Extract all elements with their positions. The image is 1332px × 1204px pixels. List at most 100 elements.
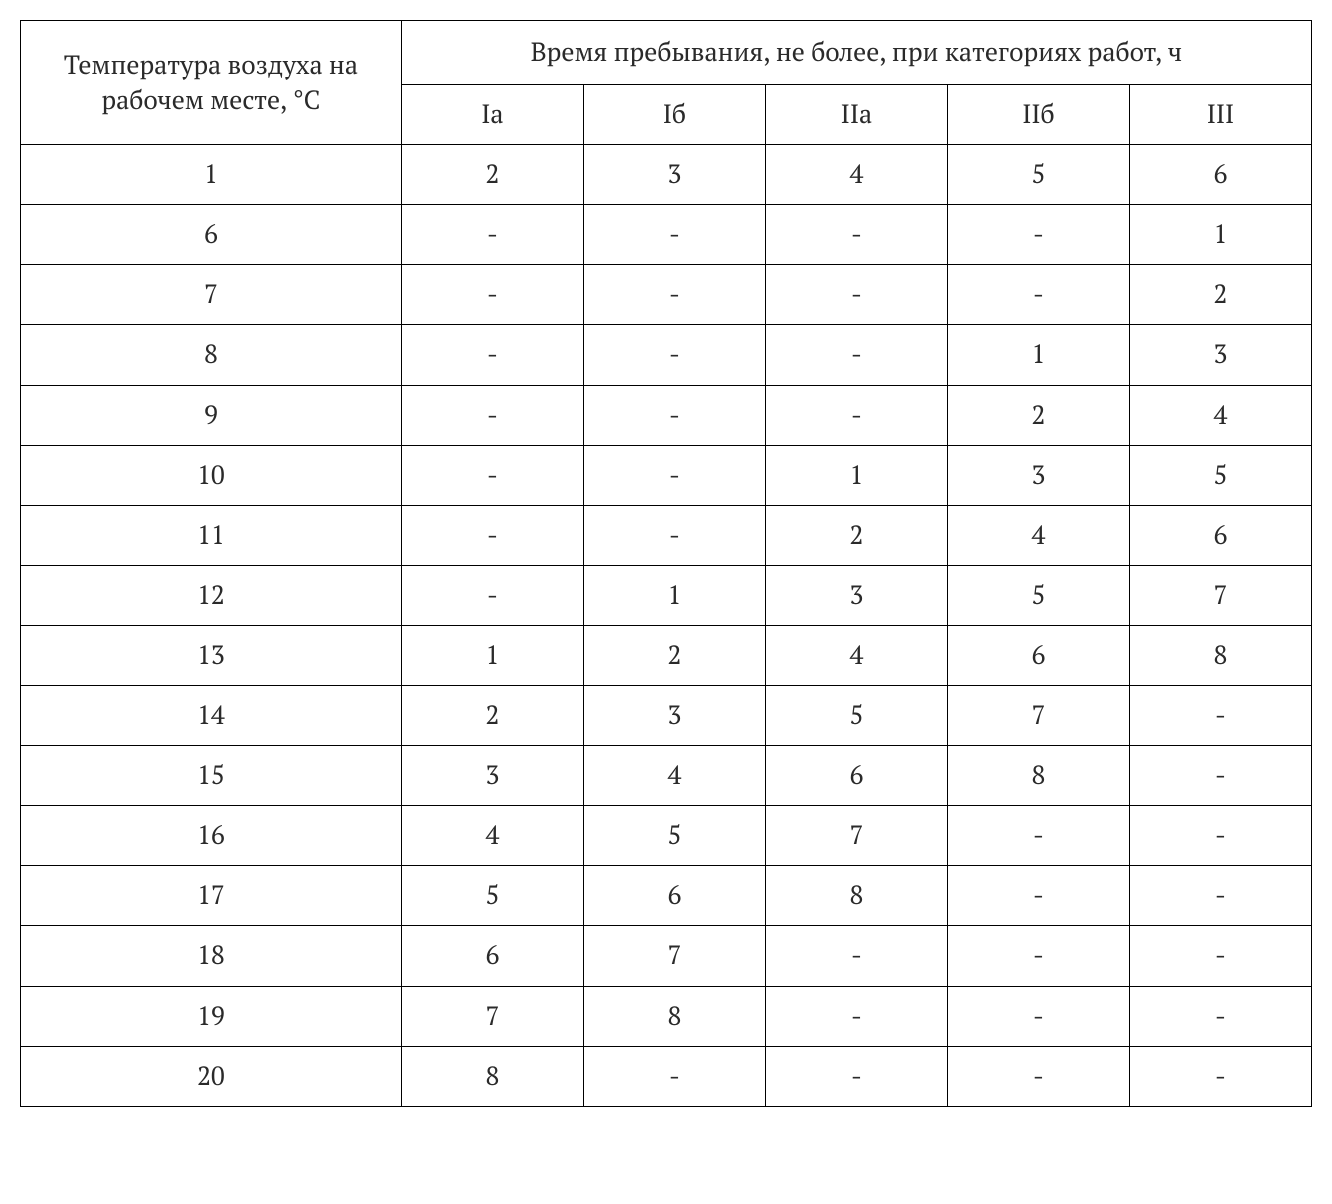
cell-value: 6 — [1129, 505, 1311, 565]
group-header-time: Время пребывания, не более, при категори… — [401, 21, 1311, 85]
cell-value: 5 — [947, 145, 1129, 205]
cell-temperature: 13 — [21, 625, 402, 685]
cell-value: - — [947, 205, 1129, 265]
table-row: 153468- — [21, 746, 1312, 806]
cell-value: 8 — [765, 866, 947, 926]
table-row: 1867--- — [21, 926, 1312, 986]
cell-value: - — [947, 1046, 1129, 1106]
cell-value: 6 — [947, 625, 1129, 685]
cell-value: 2 — [401, 686, 583, 746]
cell-value: - — [765, 1046, 947, 1106]
cell-value: - — [1129, 866, 1311, 926]
table-row: 208---- — [21, 1046, 1312, 1106]
cell-value: - — [401, 325, 583, 385]
cell-value: 3 — [947, 445, 1129, 505]
table-row: 9---24 — [21, 385, 1312, 445]
table-row: 6----1 — [21, 205, 1312, 265]
cell-temperature: 20 — [21, 1046, 402, 1106]
cell-value: 1 — [401, 625, 583, 685]
cell-temperature: 7 — [21, 265, 402, 325]
cell-value: 4 — [765, 625, 947, 685]
cell-value: - — [583, 205, 765, 265]
cell-value: 1 — [765, 445, 947, 505]
cell-value: 5 — [947, 565, 1129, 625]
cell-value: 6 — [401, 926, 583, 986]
cell-temperature: 1 — [21, 145, 402, 205]
cell-value: - — [765, 325, 947, 385]
cell-value: - — [765, 385, 947, 445]
table-header: Температура воздуха на рабочем месте, °C… — [21, 21, 1312, 145]
table-row: 1312468 — [21, 625, 1312, 685]
cell-value: 1 — [947, 325, 1129, 385]
cell-value: - — [583, 385, 765, 445]
cell-value: 3 — [1129, 325, 1311, 385]
cell-value: - — [947, 265, 1129, 325]
table-row: 16457-- — [21, 806, 1312, 866]
cell-temperature: 15 — [21, 746, 402, 806]
work-time-table: Температура воздуха на рабочем месте, °C… — [20, 20, 1312, 1107]
cell-temperature: 14 — [21, 686, 402, 746]
cell-value: 8 — [947, 746, 1129, 806]
cell-value: - — [765, 205, 947, 265]
cell-temperature: 17 — [21, 866, 402, 926]
cell-value: - — [583, 325, 765, 385]
cell-value: 6 — [765, 746, 947, 806]
cell-value: - — [947, 986, 1129, 1046]
cell-value: 4 — [583, 746, 765, 806]
cell-temperature: 16 — [21, 806, 402, 866]
cell-value: - — [1129, 986, 1311, 1046]
cell-temperature: 18 — [21, 926, 402, 986]
cell-temperature: 11 — [21, 505, 402, 565]
cell-value: - — [947, 926, 1129, 986]
table-row: 17568-- — [21, 866, 1312, 926]
cell-value: - — [947, 866, 1129, 926]
cell-value: - — [583, 445, 765, 505]
cell-value: 1 — [583, 565, 765, 625]
cell-value: - — [583, 505, 765, 565]
cell-value: 3 — [583, 145, 765, 205]
cell-value: - — [765, 926, 947, 986]
cell-value: - — [583, 265, 765, 325]
cell-value: 7 — [583, 926, 765, 986]
cell-value: 8 — [401, 1046, 583, 1106]
table-row: 12-1357 — [21, 565, 1312, 625]
cell-value: 8 — [1129, 625, 1311, 685]
cell-value: - — [401, 565, 583, 625]
cell-value: - — [1129, 686, 1311, 746]
sub-header-Ia: Iа — [401, 85, 583, 145]
cell-value: 7 — [765, 806, 947, 866]
cell-value: 2 — [765, 505, 947, 565]
cell-value: - — [401, 385, 583, 445]
table-row: 11--246 — [21, 505, 1312, 565]
cell-value: 7 — [401, 986, 583, 1046]
table-row: 142357- — [21, 686, 1312, 746]
cell-value: - — [765, 986, 947, 1046]
table-row: 1978--- — [21, 986, 1312, 1046]
cell-value: - — [1129, 746, 1311, 806]
cell-value: - — [401, 205, 583, 265]
cell-value: - — [1129, 806, 1311, 866]
cell-value: - — [947, 806, 1129, 866]
cell-value: 4 — [947, 505, 1129, 565]
cell-value: 5 — [583, 806, 765, 866]
table-row: 7----2 — [21, 265, 1312, 325]
cell-value: - — [401, 265, 583, 325]
cell-value: - — [583, 1046, 765, 1106]
cell-value: 4 — [1129, 385, 1311, 445]
table-row: 10--135 — [21, 445, 1312, 505]
cell-value: - — [765, 265, 947, 325]
cell-value: 7 — [1129, 565, 1311, 625]
sub-header-IIb: IIб — [947, 85, 1129, 145]
cell-temperature: 10 — [21, 445, 402, 505]
cell-temperature: 6 — [21, 205, 402, 265]
cell-value: - — [1129, 926, 1311, 986]
cell-temperature: 9 — [21, 385, 402, 445]
cell-value: - — [401, 445, 583, 505]
cell-value: 2 — [947, 385, 1129, 445]
cell-value: - — [401, 505, 583, 565]
cell-value: 8 — [583, 986, 765, 1046]
cell-temperature: 12 — [21, 565, 402, 625]
cell-value: 6 — [1129, 145, 1311, 205]
cell-value: 2 — [401, 145, 583, 205]
table-row: 123456 — [21, 145, 1312, 205]
